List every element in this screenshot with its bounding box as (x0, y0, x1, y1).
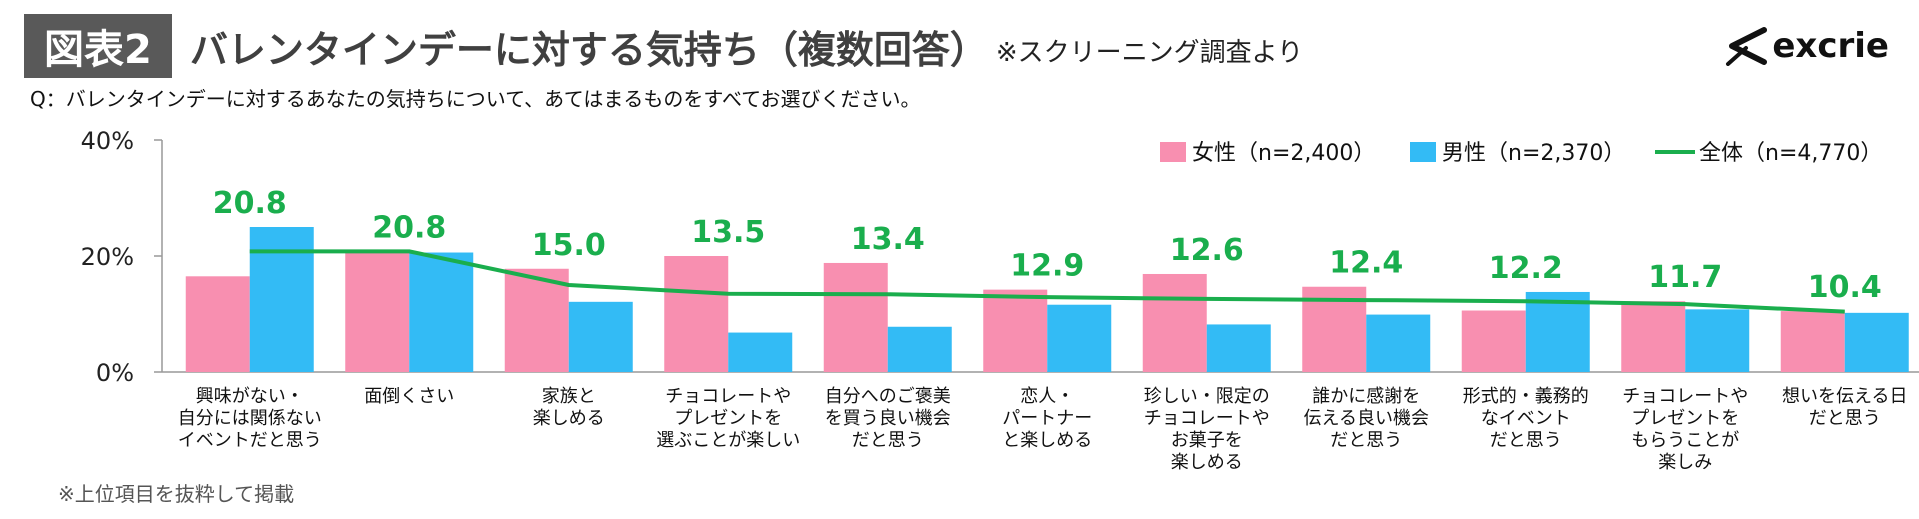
data-label-total: 12.2 (1489, 251, 1563, 286)
bar-female (185, 276, 250, 372)
legend-label-male: 男性（n=2,370） (1442, 141, 1625, 166)
data-label-total: 11.7 (1648, 260, 1722, 295)
x-category-label: 想いを伝える日だと思う (1782, 386, 1907, 429)
bar-female (1142, 273, 1207, 372)
chart-title: バレンタインデーに対する気持ち（複数回答） (189, 27, 988, 72)
legend-swatch-female (1160, 142, 1186, 162)
x-category-label: 家族と楽しめる (533, 386, 605, 429)
x-category-label: 興味がない・自分には関係ないイベントだと思う (178, 386, 322, 451)
chart-subtitle: ※スクリーニング調査より (995, 37, 1304, 68)
bar-female (504, 268, 569, 372)
y-tick-label: 0% (96, 359, 134, 387)
question-text: Q：バレンタインデーに対するあなたの気持ちについて、あてはまるものをすべてお選び… (30, 87, 921, 111)
x-category-label: 誰かに感謝を伝える良い機会だと思う (1304, 386, 1429, 451)
bar-male (249, 227, 314, 372)
bar-male (887, 326, 952, 372)
data-label-total: 12.9 (1010, 249, 1084, 284)
bar-female (1780, 311, 1845, 372)
x-category-label: 自分へのご褒美を買う良い機会だと思う (825, 386, 951, 451)
bar-male (1844, 312, 1909, 372)
bar-male (1047, 304, 1112, 372)
data-label-total: 20.8 (213, 186, 287, 221)
data-label-total: 20.8 (372, 210, 446, 245)
legend-label-female: 女性（n=2,400） (1192, 141, 1375, 166)
bar-male (568, 301, 633, 372)
line-total (249, 249, 1845, 314)
bar-female (823, 262, 888, 372)
bar-female (664, 256, 729, 372)
data-label-total: 13.4 (851, 222, 925, 257)
bar-male (409, 252, 474, 372)
bar-female (345, 251, 410, 372)
bar-male (1525, 291, 1590, 372)
x-category-label: チョコレートやプレゼントをもらうことが楽しみ (1622, 386, 1748, 473)
footnote: ※上位項目を抜粋して掲載 (58, 482, 295, 506)
x-category-label: チョコレートやプレゼントを選ぶことが楽しい (656, 386, 800, 451)
legend-swatch-male (1410, 142, 1436, 162)
data-label-total: 12.4 (1329, 246, 1403, 281)
excrie-logo-icon (1726, 27, 1768, 66)
bar-female (1621, 301, 1686, 372)
logo: excrie (1724, 26, 1889, 66)
x-category-label: 恋人・パートナーと楽しめる (1002, 385, 1092, 451)
data-label-total: 12.6 (1170, 233, 1244, 268)
bar-male (1206, 324, 1271, 372)
x-category-label: 珍しい・限定のチョコレートやお菓子を楽しめる (1144, 386, 1270, 473)
bar-male (1366, 314, 1431, 372)
bar-male (1685, 309, 1750, 372)
y-tick-label: 20% (81, 243, 134, 271)
data-label-total: 13.5 (691, 215, 765, 250)
header: 図表2 バレンタインデーに対する気持ち（複数回答） ※スクリーニング調査より (24, 14, 1303, 78)
x-category-label: 形式的・義務的なイベントだと思う (1463, 386, 1589, 451)
bar-female (983, 289, 1048, 372)
logo-text: excrie (1772, 26, 1889, 66)
figure-badge: 図表2 (24, 14, 172, 78)
bar-female (1461, 310, 1526, 372)
bar-male (728, 332, 793, 372)
legend-label-total: 全体（n=4,770） (1699, 141, 1882, 166)
data-label-total: 15.0 (532, 228, 606, 263)
y-tick-label: 40% (81, 127, 134, 155)
x-category-label: 面倒くさい (364, 386, 454, 407)
data-label-total: 10.4 (1808, 270, 1882, 305)
